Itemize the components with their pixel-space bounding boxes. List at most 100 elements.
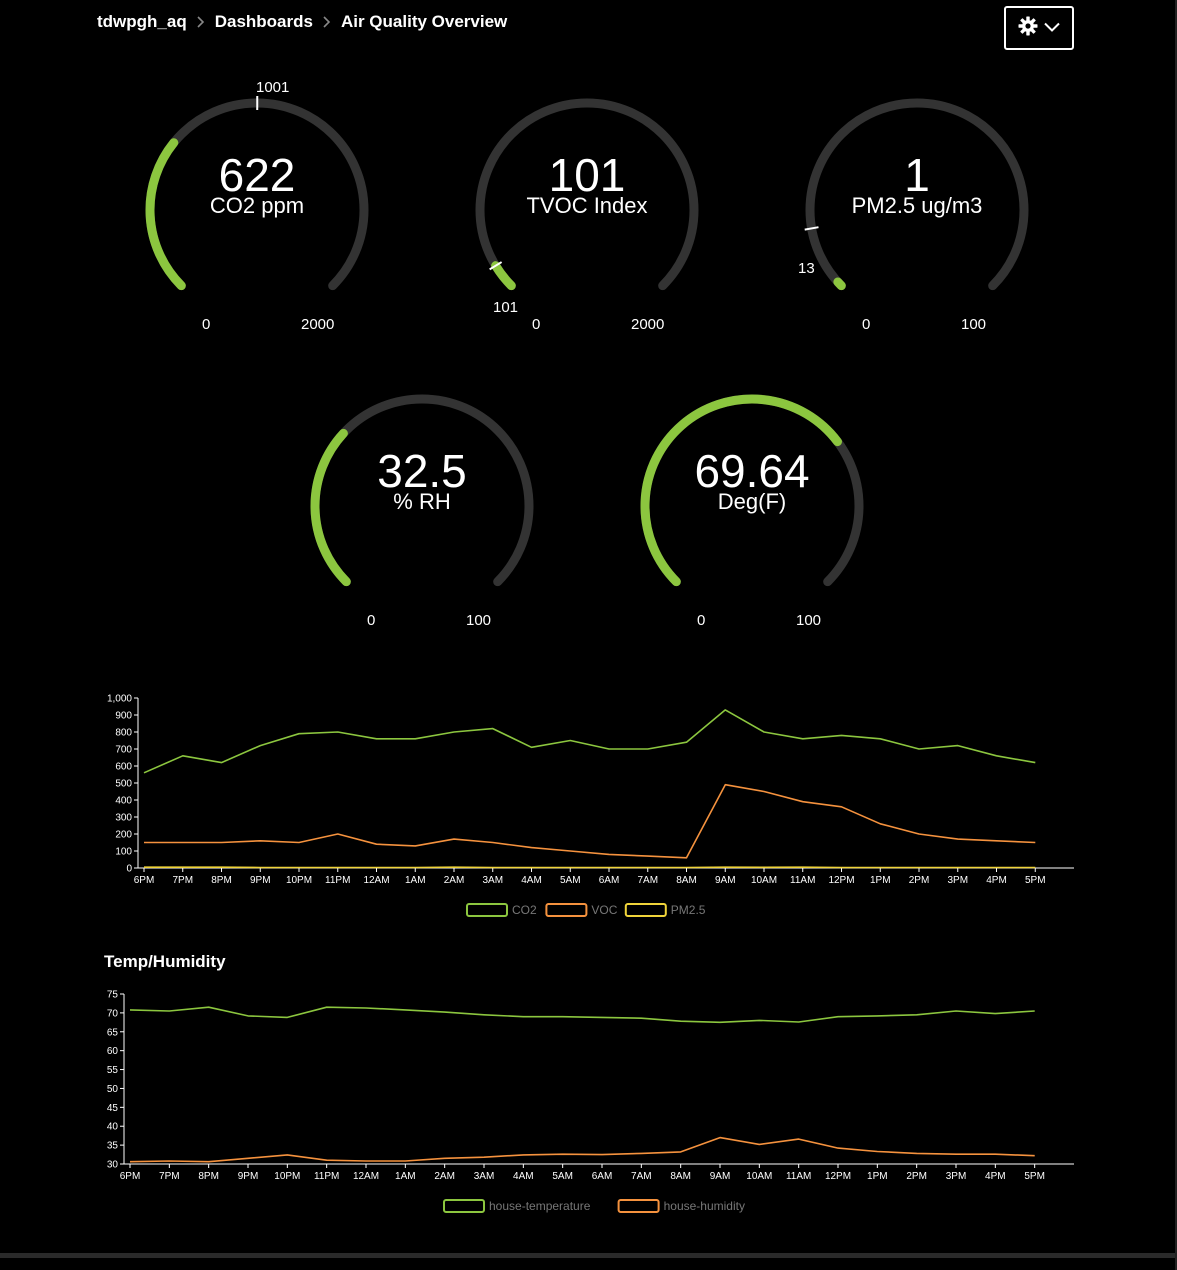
chart-legend: CO2 VOC PM2.5	[466, 903, 706, 917]
tvoc-gauge: 101 TVOC Index 0 2000 101	[457, 80, 717, 340]
legend-swatch	[624, 903, 667, 917]
gauge-max-label: 2000	[631, 316, 665, 333]
y-tick-label: 0	[126, 864, 132, 875]
x-tick-label: 11PM	[314, 1171, 339, 1182]
x-tick-label: 3PM	[946, 1171, 967, 1182]
y-tick-label: 45	[107, 1103, 119, 1114]
x-tick-label: 2AM	[444, 875, 465, 886]
gauge-unit: CO2 ppm	[209, 193, 305, 218]
gauge-unit: PM2.5 ug/m3	[851, 193, 983, 218]
y-tick-label: 60	[107, 1046, 119, 1057]
gauge-arc	[640, 394, 864, 587]
x-tick-label: 4PM	[985, 1171, 1006, 1182]
x-tick-label: 8AM	[670, 1171, 691, 1182]
x-tick-label: 4AM	[521, 875, 542, 886]
gauge-fill	[640, 394, 842, 587]
gauge-max-label: 100	[796, 612, 822, 629]
x-tick-label: 12AM	[353, 1171, 379, 1182]
legend-item[interactable]: CO2	[466, 903, 537, 917]
settings-menu-button[interactable]	[1004, 6, 1074, 50]
x-tick-label: 5PM	[1024, 1171, 1045, 1182]
legend-swatch	[443, 1199, 485, 1213]
legend-label: PM2.5	[671, 903, 706, 917]
temp-humidity-chart-title: Temp/Humidity	[104, 952, 226, 971]
series-line-co2	[143, 709, 1036, 774]
chart-legend: house-temperature house-humidity	[443, 1199, 745, 1213]
y-tick-label: 200	[115, 830, 132, 841]
breadcrumb: tdwpgh_aq Dashboards Air Quality Overvie…	[97, 10, 507, 34]
footer-divider	[0, 1253, 1177, 1258]
gauge-min-label: 0	[202, 316, 211, 333]
x-tick-label: 7AM	[631, 1171, 652, 1182]
gauge-fill	[310, 428, 351, 587]
page-title: Air Quality Overview	[340, 12, 508, 31]
air-quality-chart-svg: 0 100 200 300 400 500 600 700 800 900 1,000 6PM 7PM 8…	[107, 694, 1074, 917]
legend-item[interactable]: PM2.5	[624, 903, 706, 917]
y-tick-label: 800	[115, 728, 132, 739]
gauge-arc	[310, 394, 534, 587]
y-tick-label: 300	[115, 813, 132, 824]
gauge-unit: % RH	[393, 489, 451, 514]
gauge-arc	[145, 95, 369, 291]
breadcrumb-account-link[interactable]: tdwpgh_aq	[97, 12, 187, 31]
temp-humidity-chart-svg: 30 35 40 45 50 55 60 65 70 75 6PM 7PM 8PM 9PM 10PM 11PM…	[107, 990, 1074, 1213]
legend-label: house-temperature	[489, 1199, 591, 1213]
x-tick-label: 7AM	[637, 875, 658, 886]
gauge-max-label: 100	[961, 316, 987, 333]
y-tick-label: 50	[107, 1084, 119, 1095]
gauge-min-label: 0	[367, 612, 376, 629]
legend-item[interactable]: VOC	[545, 903, 618, 917]
y-tick-label: 400	[115, 796, 132, 807]
y-tick-label: 30	[107, 1160, 119, 1171]
gauge-min-label: 0	[532, 316, 541, 333]
x-tick-label: 9AM	[710, 1171, 731, 1182]
gauge-track	[475, 98, 699, 291]
legend-swatch	[545, 903, 588, 917]
gauge-marker-label: 101	[493, 299, 519, 316]
y-tick-label: 100	[115, 847, 132, 858]
temperature-gauge: 69.64 Deg(F) 0 100	[622, 376, 882, 636]
gauge-marker-label: 13	[798, 260, 815, 277]
series-line-house-temperature	[129, 1006, 1035, 1024]
y-tick-label: 900	[115, 711, 132, 722]
x-tick-label: 10PM	[286, 875, 312, 886]
x-tick-label: 9AM	[715, 875, 736, 886]
gauge-max-label: 100	[466, 612, 492, 629]
legend-item[interactable]: house-humidity	[617, 1199, 745, 1213]
x-tick-label: 9PM	[238, 1171, 259, 1182]
x-tick-label: 12AM	[363, 875, 389, 886]
x-tick-label: 3AM	[474, 1171, 495, 1182]
gauge-fill	[833, 277, 846, 291]
y-tick-label: 65	[107, 1027, 119, 1038]
gauge-value: 1	[904, 149, 930, 201]
x-tick-label: 2PM	[909, 875, 930, 886]
gauge-marker-label: 1001	[256, 79, 290, 96]
legend-item[interactable]: house-temperature	[443, 1199, 591, 1213]
air-quality-chart: 0 100 200 300 400 500 600 700 800 900 1,000 6PM 7PM 8…	[90, 686, 1090, 926]
y-tick-label: 1,000	[107, 694, 132, 705]
y-tick-label: 600	[115, 762, 132, 773]
gauge-value: 101	[548, 149, 626, 201]
x-tick-label: 5PM	[1025, 875, 1046, 886]
gauge-max-label: 2000	[301, 316, 335, 333]
gauge-unit: Deg(F)	[717, 489, 787, 514]
y-tick-label: 55	[107, 1065, 119, 1076]
temp-humidity-chart: 30 35 40 45 50 55 60 65 70 75 6PM 7PM 8PM 9PM 10PM 11PM…	[90, 982, 1090, 1222]
gauge-fill	[145, 138, 186, 291]
breadcrumb-dashboards-link[interactable]: Dashboards	[214, 12, 313, 31]
gauge-unit: TVOC Index	[526, 193, 648, 218]
y-tick-label: 35	[107, 1141, 119, 1152]
series-line-house-humidity	[129, 1136, 1035, 1163]
x-tick-label: 12PM	[828, 875, 854, 886]
x-tick-label: 5AM	[552, 1171, 573, 1182]
legend-label: house-humidity	[664, 1199, 745, 1213]
gauge-arc	[475, 98, 699, 291]
x-tick-label: 10AM	[746, 1171, 772, 1182]
x-tick-label: 11PM	[325, 875, 350, 886]
gauge-value: 622	[218, 149, 296, 201]
gauge-fill	[491, 261, 516, 291]
window-edge	[1175, 0, 1177, 1270]
x-tick-label: 1PM	[870, 875, 891, 886]
gauge-marker	[804, 226, 819, 231]
gauge-arc	[804, 98, 1029, 291]
